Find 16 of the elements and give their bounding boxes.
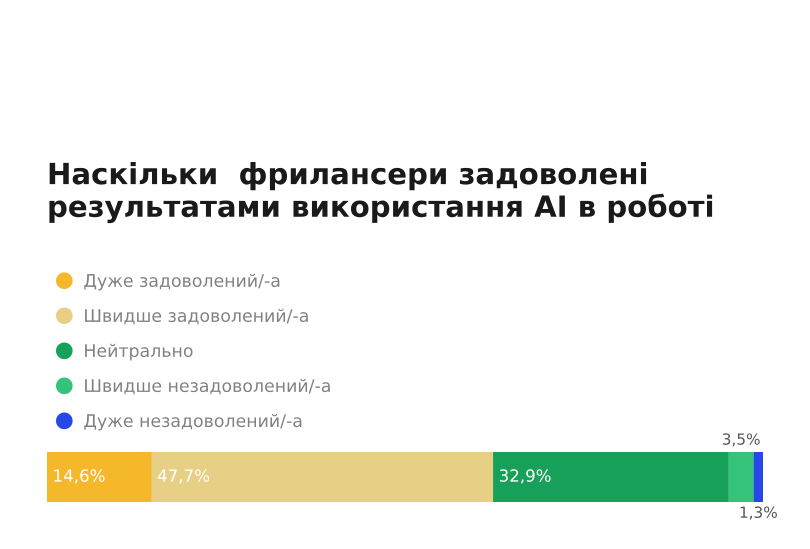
data-label: 1,3% [740,506,777,520]
bar [728,452,754,502]
legend-label: Швидше незадоволений/-а [85,378,330,394]
bar [493,452,729,502]
legend-label: Дуже задоволений/-а [84,274,280,290]
bar [152,452,494,502]
chart-title: Наскільки фрилансери задоволені результатами використання AI в роботі [49,162,712,224]
data-label: 32,9% [500,469,551,484]
data-label: 14,6% [54,469,105,484]
legend-label: Швидше задоволений/-а [85,308,308,324]
data-label: 3,5% [722,433,760,446]
data-label: 47,7% [158,469,210,484]
bar [754,452,763,502]
legend-label: Нейтрально [85,344,193,360]
legend-label: Дуже незадоволений/-а [84,414,302,431]
bar [47,452,152,502]
